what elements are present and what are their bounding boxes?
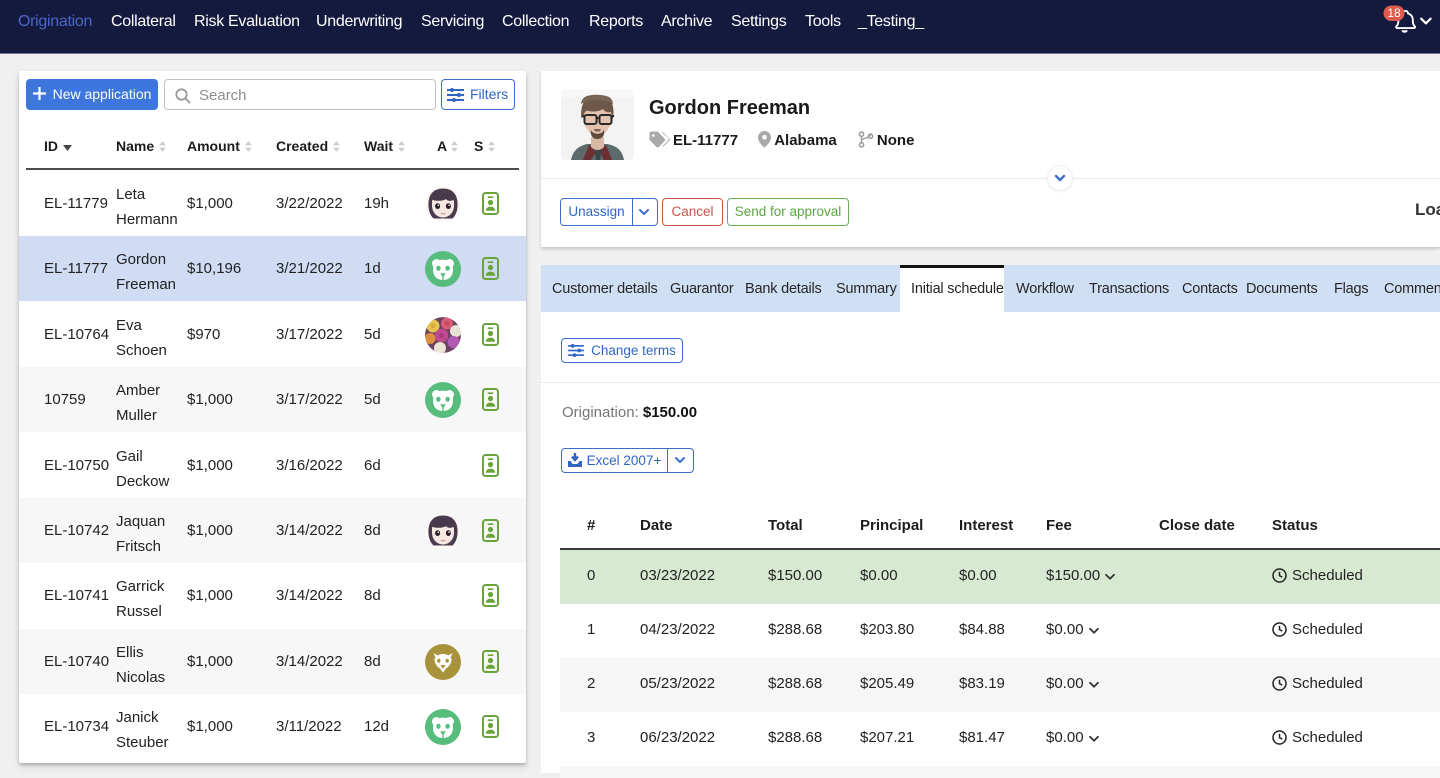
svg-text:18: 18 bbox=[1387, 6, 1401, 20]
